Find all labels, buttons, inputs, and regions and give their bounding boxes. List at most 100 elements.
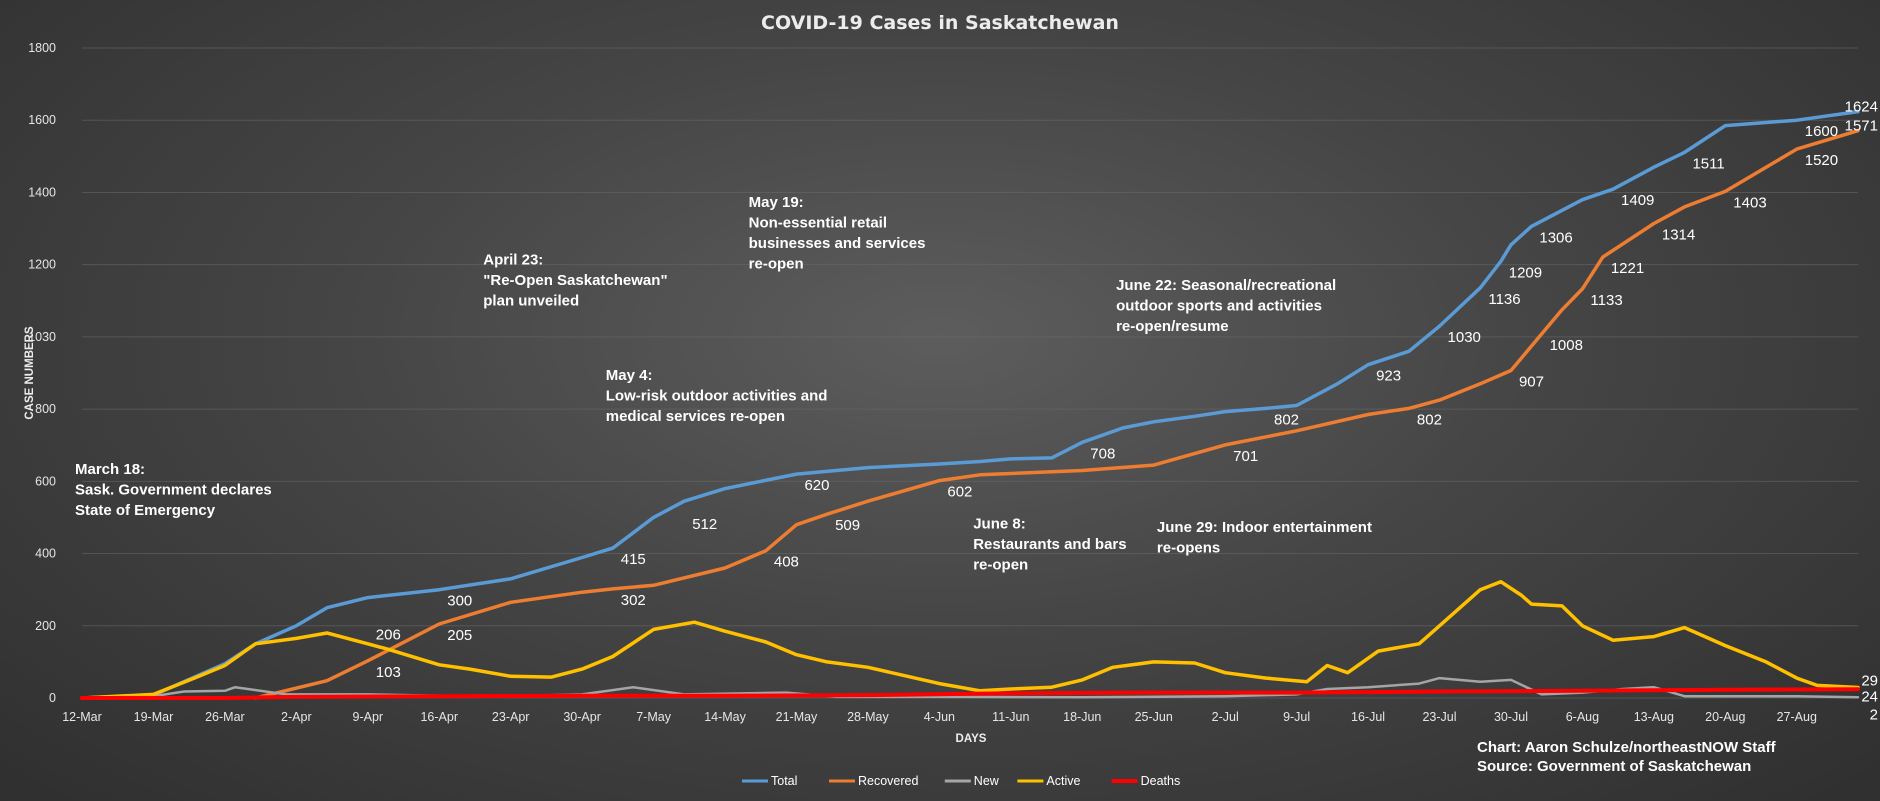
annotation-line: businesses and services xyxy=(749,235,926,252)
legend: Total Recovered New Active Deaths xyxy=(742,774,1180,788)
annotation-line: re-open/resume xyxy=(1116,318,1229,335)
data-label-total: 1409 xyxy=(1621,192,1654,209)
data-label-active: 29 xyxy=(1861,673,1878,690)
annotation: April 23: "Re-Open Saskatchewan" plan unve… xyxy=(483,252,667,310)
data-label-recovered: 1520 xyxy=(1805,152,1838,169)
annotation-line: Low-risk outdoor activities and xyxy=(606,388,828,405)
data-label-total: 1306 xyxy=(1539,229,1572,246)
data-label-recovered: 1403 xyxy=(1733,194,1766,211)
annotation-line: plan unveiled xyxy=(483,293,579,310)
x-tick-label: 2-Apr xyxy=(281,710,312,724)
data-label-recovered: 103 xyxy=(376,664,401,681)
annotation: May 4: Low-risk outdoor activities and med… xyxy=(606,367,828,425)
y-tick-label: 1600 xyxy=(28,113,56,127)
legend-label-deaths: Deaths xyxy=(1141,774,1181,788)
data-label-total: 206 xyxy=(376,627,401,644)
annotation-line: re-opens xyxy=(1157,539,1220,556)
x-tick-label: 7-May xyxy=(636,710,671,724)
annotation: May 19: Non-essential retail businesses an… xyxy=(749,194,926,273)
data-label-recovered: 701 xyxy=(1233,448,1258,465)
x-tick-label: 25-Jun xyxy=(1135,710,1173,724)
data-label-recovered: 205 xyxy=(447,627,472,644)
data-label-recovered: 1133 xyxy=(1590,292,1622,309)
data-label-total: 1600 xyxy=(1805,123,1838,140)
legend-label-total: Total xyxy=(771,774,797,788)
x-tick-label: 11-Jun xyxy=(992,710,1029,724)
y-tick-label: 1200 xyxy=(28,258,56,272)
credits: Chart: Aaron Schulze/northeastNOW Staff S… xyxy=(1477,739,1777,775)
x-tick-label: 2-Jul xyxy=(1212,710,1239,724)
credit-line: Chart: Aaron Schulze/northeastNOW Staff xyxy=(1477,739,1777,756)
legend-label-new: New xyxy=(974,774,1000,788)
annotation-line: May 19: xyxy=(749,194,804,211)
data-label-new: 2 xyxy=(1870,706,1878,723)
data-label-recovered: 802 xyxy=(1417,411,1442,428)
y-tick-label: 800 xyxy=(35,402,56,416)
y-tick-label: 1400 xyxy=(28,185,56,199)
data-label-recovered: 1008 xyxy=(1550,337,1583,354)
y-tick-label: 600 xyxy=(35,474,56,488)
series-line-total xyxy=(80,109,1860,700)
data-label-recovered: 509 xyxy=(835,517,860,534)
x-tick-label: 28-May xyxy=(847,710,889,724)
y-tick-label: 1030 xyxy=(28,330,56,344)
y-tick-label: 0 xyxy=(49,691,56,705)
x-tick-label: 18-Jun xyxy=(1063,710,1101,724)
data-label-total: 415 xyxy=(621,551,646,568)
data-label-deaths: 24 xyxy=(1861,688,1878,705)
x-tick-label: 30-Jul xyxy=(1494,710,1528,724)
y-axis-title: CASE NUMBERS xyxy=(24,326,36,420)
x-tick-label: 23-Jul xyxy=(1422,710,1456,724)
annotation-line: March 18: xyxy=(75,461,145,478)
annotation-line: Non-essential retail xyxy=(749,214,887,231)
data-label-total: 802 xyxy=(1274,411,1299,428)
data-label-total: 1030 xyxy=(1448,329,1481,346)
annotation-line: April 23: xyxy=(483,252,543,269)
annotation-line: May 4: xyxy=(606,367,653,384)
data-label-recovered: 1571 xyxy=(1845,118,1878,135)
annotation-line: June 22: Seasonal/recreational xyxy=(1116,277,1336,294)
x-tick-label: 21-May xyxy=(776,710,818,724)
data-label-total: 1209 xyxy=(1509,264,1542,281)
data-label-recovered: 602 xyxy=(947,484,972,501)
x-tick-label: 6-Aug xyxy=(1566,710,1599,724)
annotation-line: Sask. Government declares xyxy=(75,482,272,499)
credit-line: Source: Government of Saskatchewan xyxy=(1477,758,1751,775)
series-line-active xyxy=(80,579,1860,700)
annotation: June 29: Indoor entertainment re-opens xyxy=(1157,519,1372,557)
annotation-line: June 29: Indoor entertainment xyxy=(1157,519,1372,536)
data-label-total: 1511 xyxy=(1692,155,1724,172)
data-label-total: 708 xyxy=(1090,445,1115,462)
series-line-deaths xyxy=(80,687,1860,700)
data-label-total: 1624 xyxy=(1845,99,1878,116)
annotation-line: medical services re-open xyxy=(606,408,785,425)
y-tick-label: 200 xyxy=(35,619,56,633)
annotations: March 18: Sask. Government declares State … xyxy=(75,194,1372,573)
x-axis-title: DAYS xyxy=(956,733,987,745)
series-lines xyxy=(80,109,1860,700)
x-tick-label: 19-Mar xyxy=(134,710,174,724)
data-label-total: 512 xyxy=(692,516,717,533)
data-label-total: 620 xyxy=(804,477,829,494)
x-tick-label: 9-Apr xyxy=(353,710,384,724)
annotation: June 22: Seasonal/recreational outdoor sp… xyxy=(1116,277,1336,335)
data-label-recovered: 907 xyxy=(1519,373,1544,390)
data-label-recovered: 1314 xyxy=(1662,227,1695,244)
chart-title: COVID-19 Cases in Saskatchewan xyxy=(761,12,1119,34)
x-tick-label: 27-Aug xyxy=(1777,710,1817,724)
x-tick-label: 16-Apr xyxy=(420,710,458,724)
annotation-line: re-open xyxy=(749,255,804,272)
annotation-line: re-open xyxy=(973,556,1028,573)
data-labels: 206 300 415 512 620 708 802 923 1030 1136 1209 1306… xyxy=(376,99,1878,724)
data-label-recovered: 302 xyxy=(621,592,646,609)
y-tick-label: 400 xyxy=(35,547,56,561)
annotation-line: Restaurants and bars xyxy=(973,536,1126,553)
y-tick-label: 1800 xyxy=(28,41,56,55)
annotation: March 18: Sask. Government declares State … xyxy=(75,461,272,519)
x-tick-label: 4-Jun xyxy=(924,710,955,724)
x-tick-label: 20-Aug xyxy=(1705,710,1745,724)
data-label-total: 923 xyxy=(1376,368,1401,385)
annotation-line: outdoor sports and activities xyxy=(1116,297,1322,314)
